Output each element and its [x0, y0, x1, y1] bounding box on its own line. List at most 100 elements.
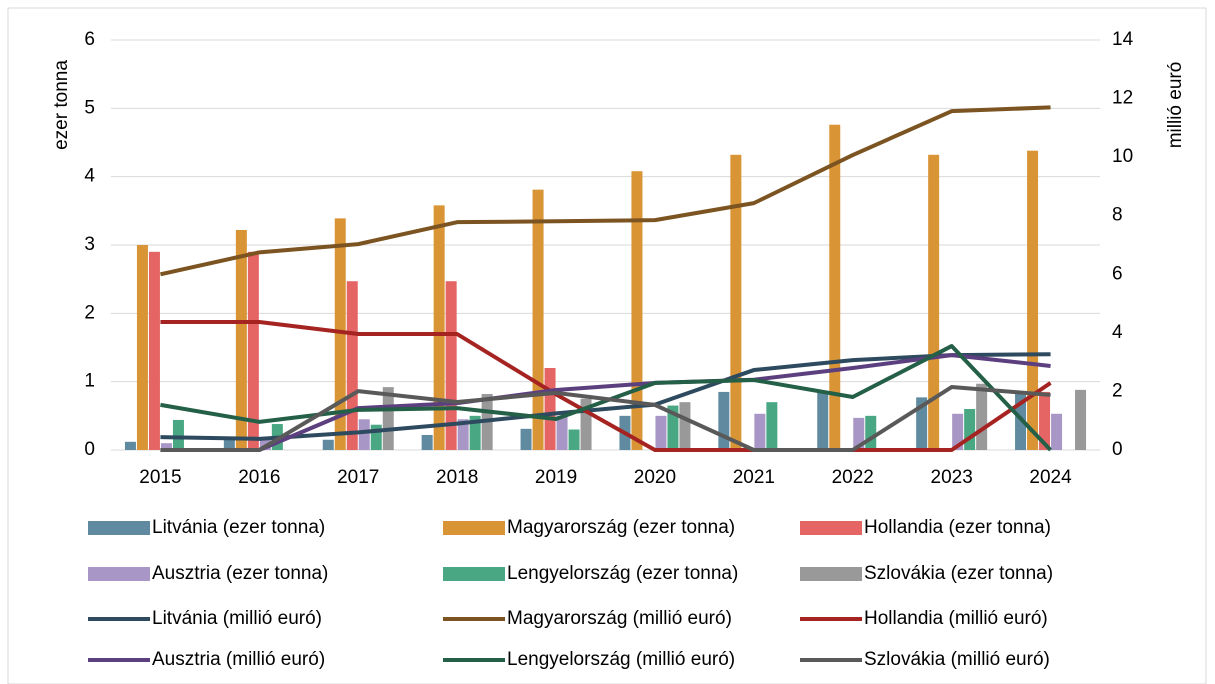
bar	[631, 171, 643, 450]
y2-tick-label: 12	[1112, 88, 1133, 109]
bar	[358, 419, 370, 450]
bar	[172, 419, 184, 450]
bar	[544, 368, 556, 450]
bar	[580, 398, 592, 450]
legend-swatch	[88, 521, 150, 535]
y2-tick-label: 10	[1112, 146, 1133, 167]
line	[160, 320, 1052, 452]
bar	[124, 441, 136, 450]
bar	[1039, 391, 1051, 450]
x-tick-label: 2015	[139, 467, 181, 488]
x-tick-label: 2019	[535, 467, 577, 488]
x-tick-label: 2024	[1029, 467, 1072, 488]
bar	[865, 415, 877, 450]
bar	[718, 391, 730, 450]
bar	[754, 413, 766, 450]
bar	[1015, 393, 1027, 450]
bar	[766, 402, 778, 450]
legend-swatch	[800, 521, 862, 535]
bar	[223, 439, 235, 450]
y2-tick-label: 8	[1112, 205, 1123, 226]
y2-axis-title: millió euró	[1165, 62, 1186, 149]
bar	[568, 429, 580, 450]
y-tick-label: 5	[84, 97, 95, 118]
y-tick-label: 4	[84, 166, 95, 187]
x-tick-label: 2016	[238, 467, 280, 488]
legend-label: Ausztria (ezer tonna)	[152, 563, 328, 584]
bar	[370, 424, 382, 450]
y2-tick-label: 2	[1112, 380, 1123, 401]
x-tick-label: 2022	[832, 467, 874, 488]
bar	[160, 443, 172, 450]
bar	[322, 439, 334, 450]
bar	[520, 428, 532, 450]
line	[160, 105, 1051, 277]
legend-label: Magyarország (ezer tonna)	[507, 517, 735, 538]
y2-tick-label: 14	[1112, 29, 1134, 50]
bar	[976, 383, 988, 450]
legend-label: Lengyelország (millió euró)	[507, 649, 735, 670]
bar	[952, 413, 964, 450]
bar	[730, 154, 742, 451]
legend-swatch	[443, 567, 505, 581]
bar	[382, 387, 394, 450]
bar	[853, 417, 865, 450]
bar	[679, 402, 691, 450]
y-tick-label: 0	[84, 439, 95, 460]
y-tick-label: 3	[84, 234, 95, 255]
line	[160, 353, 1051, 452]
legend-swatch	[443, 521, 505, 535]
y-tick-label: 2	[84, 302, 95, 323]
legend-label: Hollandia (millió euró)	[864, 608, 1048, 629]
bar	[1075, 389, 1087, 450]
bar	[445, 281, 457, 450]
y-axis-title: ezer tonna	[51, 60, 72, 150]
legend-label: Szlovákia (millió euró)	[864, 649, 1050, 670]
y-tick-label: 6	[84, 29, 95, 50]
bar	[235, 229, 247, 450]
legend-swatch	[88, 567, 150, 581]
bar	[469, 415, 481, 450]
bar	[247, 251, 259, 450]
bar	[928, 154, 940, 451]
bar	[421, 434, 433, 450]
x-tick-label: 2023	[931, 467, 973, 488]
legend-label: Litvánia (ezer tonna)	[152, 517, 325, 538]
y2-tick-label: 6	[1112, 263, 1123, 284]
line	[160, 352, 1051, 441]
bar	[457, 419, 469, 450]
bar	[532, 189, 544, 450]
y2-tick-label: 4	[1112, 322, 1123, 343]
bar	[916, 397, 928, 450]
bar	[829, 124, 841, 450]
line	[160, 344, 1052, 452]
y-tick-label: 1	[84, 371, 95, 392]
bar	[334, 218, 346, 450]
x-tick-label: 2017	[337, 467, 379, 488]
x-tick-label: 2020	[634, 467, 676, 488]
chart-frame	[7, 7, 1207, 684]
y2-tick-label: 0	[1112, 439, 1123, 460]
x-tick-label: 2018	[436, 467, 478, 488]
bar	[655, 415, 667, 450]
legend-swatch	[800, 567, 862, 581]
bar	[433, 205, 445, 450]
bar	[556, 415, 568, 450]
legend-label: Magyarország (millió euró)	[507, 608, 732, 629]
legend-label: Szlovákia (ezer tonna)	[864, 563, 1053, 584]
bar	[1051, 413, 1063, 450]
legend-label: Litvánia (millió euró)	[152, 608, 322, 629]
bar	[667, 405, 679, 450]
legend-label: Ausztria (millió euró)	[152, 649, 325, 670]
bar	[964, 409, 976, 450]
bar	[148, 251, 160, 450]
x-tick-label: 2021	[733, 467, 775, 488]
legend-label: Lengyelország (ezer tonna)	[507, 563, 738, 584]
line	[160, 385, 1051, 452]
bar	[346, 281, 358, 450]
legend-label: Hollandia (ezer tonna)	[864, 517, 1051, 538]
bar	[817, 391, 829, 450]
bar	[1027, 150, 1039, 450]
bar	[136, 245, 148, 450]
